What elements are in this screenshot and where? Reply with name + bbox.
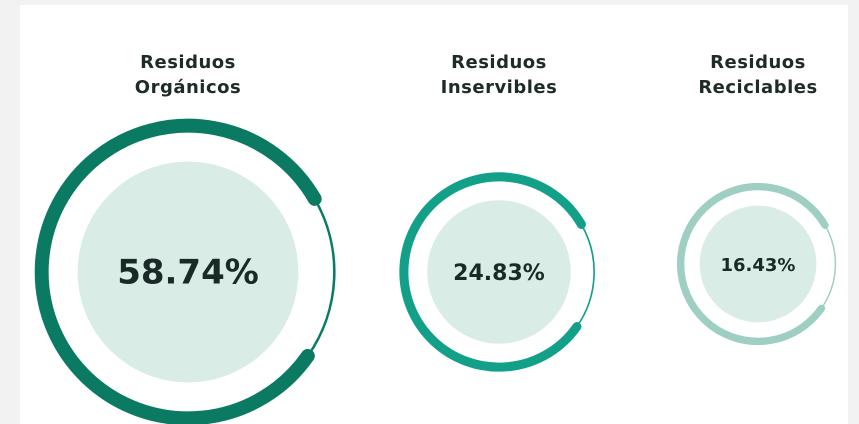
ring	[399, 172, 595, 372]
inner-disc	[77, 161, 299, 383]
ring-thin	[576, 224, 595, 328]
ring-thin	[820, 224, 837, 309]
ring-thick	[399, 172, 586, 372]
value-label: 58.74%	[117, 253, 259, 293]
category-label: Residuos Reciclables	[698, 52, 818, 98]
category-label: Residuos Inservibles	[440, 52, 558, 98]
ring-thin	[306, 198, 336, 357]
ring	[676, 182, 837, 346]
value-label: 16.43%	[721, 255, 796, 276]
ring-thick	[676, 182, 829, 346]
inner-disc	[699, 205, 817, 323]
inner-disc	[427, 200, 571, 344]
value-label: 24.83%	[453, 261, 545, 286]
ring	[34, 118, 336, 424]
category-label: Residuos Orgánicos	[134, 52, 242, 98]
ring-thick	[34, 118, 322, 424]
